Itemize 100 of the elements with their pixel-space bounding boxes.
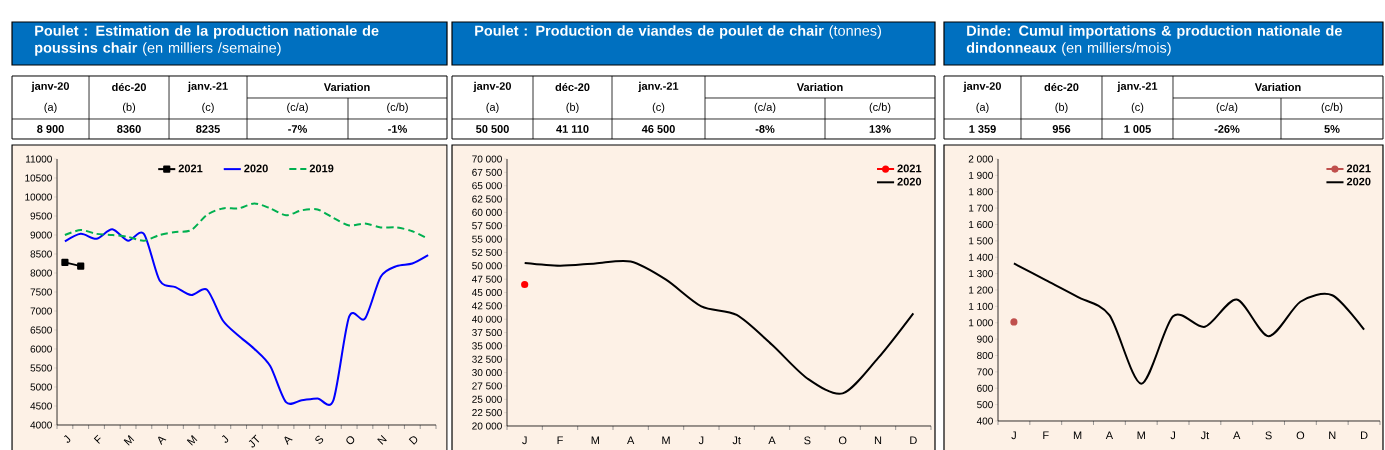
chart-title: Poulet : Production de viandes de poulet de chair (tonnes) (475, 25, 881, 39)
y-tick-label: 57 500 (472, 222, 502, 230)
y-tick-label: 52 500 (472, 248, 502, 256)
y-tick-label: 2 000 (968, 155, 993, 163)
y-tick-label: 55 000 (472, 235, 502, 243)
y-tick-label: 7500 (30, 288, 52, 296)
y-tick-label: 7000 (30, 307, 52, 315)
y-tick-label: 8000 (30, 269, 52, 277)
x-tick-label: M (186, 435, 198, 446)
x-tick-label: M (1073, 431, 1082, 440)
text: (c/b) (387, 102, 408, 114)
y-tick-label: 60 000 (472, 208, 502, 216)
y-tick-label: 1 900 (969, 171, 993, 179)
y-tick-label: 500 (977, 401, 993, 409)
legend-label: 2021 (1346, 164, 1371, 173)
legend-label: 2019 (309, 164, 334, 173)
y-tick-label: 65 000 (472, 182, 502, 190)
text: 41 110 (556, 125, 589, 133)
text: déc-20 (1044, 82, 1079, 92)
x-tick-label: N (1329, 431, 1336, 440)
text: janv.-21 (1117, 81, 1158, 93)
legend-label: 2020 (244, 164, 268, 173)
x-tick-label: Jt (732, 436, 741, 445)
y-tick-label: 32 500 (472, 355, 502, 363)
x-tick-label: D (910, 436, 917, 445)
x-tick-label: S (315, 435, 324, 444)
x-tick-label: O (838, 436, 847, 445)
x-tick-label: M (123, 435, 135, 446)
text: -26% (1214, 125, 1240, 133)
text: (c/a) (287, 102, 308, 114)
text: (c) (202, 102, 214, 114)
y-tick-label: 700 (977, 368, 993, 376)
y-tick-label: 900 (977, 335, 993, 343)
legend-label: 2021 (897, 164, 922, 173)
text: janv-20 (31, 81, 70, 93)
y-tick-label: 45 000 (471, 288, 502, 297)
y-tick-label: 20 000 (472, 422, 502, 430)
y-tick-label: 50 000 (472, 262, 502, 270)
legend-label: 2020 (897, 177, 922, 186)
y-tick-label: 42 500 (471, 302, 502, 310)
x-tick-label: J (64, 434, 71, 443)
text: (b) (566, 102, 579, 114)
x-tick-label: M (1137, 431, 1145, 440)
y-tick-label: 62 500 (472, 195, 502, 203)
x-tick-label: D (408, 436, 418, 445)
x-tick-label: A (1233, 431, 1241, 440)
y-tick-label: 1 100 (969, 302, 993, 310)
x-tick-label: J (522, 436, 527, 445)
text: (c/a) (754, 102, 776, 114)
y-tick-label: 1 400 (969, 253, 993, 261)
x-tick-label: N (874, 436, 882, 445)
text: janv-20 (473, 81, 512, 93)
y-tick-label: 1 700 (969, 204, 993, 212)
x-tick-label: J (221, 434, 229, 443)
y-tick-label: 5000 (30, 383, 52, 391)
x-tick-label: J (1011, 431, 1016, 440)
y-tick-label: 9000 (30, 231, 52, 239)
text: janv.-21 (187, 81, 228, 93)
text: -7% (288, 125, 307, 133)
chart-title: Dinde: Cumul importations & production nationale de dindonneaux (en milliers/mois) (966, 25, 1342, 56)
y-tick-label: 1 600 (969, 220, 993, 229)
y-tick-label: 6000 (30, 345, 52, 353)
y-tick-label: 47 500 (471, 275, 502, 283)
x-tick-label: D (1361, 431, 1368, 440)
x-tick-label: Jt (1200, 431, 1210, 440)
text: Variation (1254, 82, 1301, 92)
x-tick-label: F (93, 434, 101, 444)
x-tick-label: M (591, 436, 600, 445)
y-tick-label: 10500 (25, 174, 52, 182)
text: Variation (796, 82, 843, 92)
text: 13% (869, 125, 891, 133)
y-tick-label: 6500 (30, 326, 52, 334)
y-tick-label: 1 500 (969, 237, 993, 245)
text: (a) (486, 102, 499, 114)
y-tick-label: 30 000 (472, 369, 502, 377)
x-tick-label: N (377, 435, 387, 445)
text: -1% (388, 125, 407, 133)
y-tick-label: 11000 (26, 155, 52, 163)
text: (c/b) (1321, 102, 1343, 114)
y-tick-label: 1 200 (969, 286, 993, 294)
text: (c) (1131, 102, 1144, 114)
x-tick-label: M (662, 436, 670, 445)
text: (b) (122, 102, 136, 114)
text: 1 359 (969, 125, 996, 133)
y-tick-label: 800 (977, 351, 993, 360)
text: (a) (976, 102, 989, 114)
x-tick-label: JT (248, 434, 260, 448)
chart-title: Poulet : Estimation de la production nationale de poussins chair (en milliers /semaine) (35, 25, 379, 56)
text: déc-20 (555, 82, 590, 92)
x-tick-label: F (557, 436, 563, 445)
text: déc-20 (112, 82, 146, 92)
x-tick-label: F (1043, 431, 1049, 440)
y-tick-label: 37 500 (472, 329, 502, 337)
y-tick-label: 4500 (30, 402, 52, 410)
text: (c) (652, 102, 665, 114)
text: 8235 (196, 125, 220, 133)
line-series (523, 259, 915, 395)
text: 1 005 (1124, 125, 1151, 133)
text: janv.-21 (638, 81, 679, 93)
x-tick-label: O (346, 436, 355, 445)
